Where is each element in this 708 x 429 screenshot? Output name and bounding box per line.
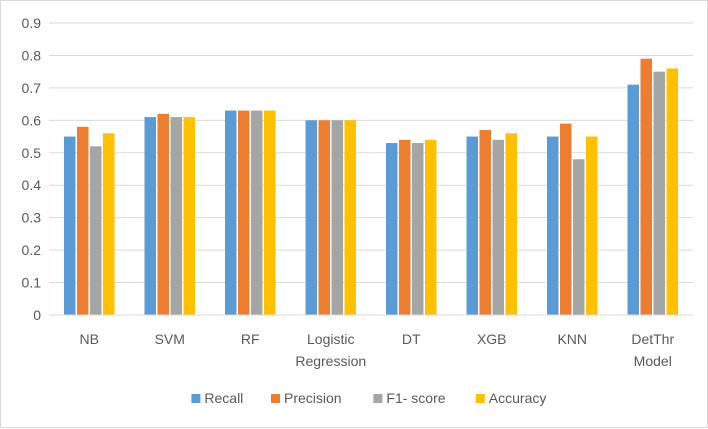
bar-precision-6 xyxy=(560,123,572,315)
legend-label-accuracy: Accuracy xyxy=(489,390,547,406)
x-category-label: Model xyxy=(634,353,672,369)
legend: Recall Precision F1- score Accuracy xyxy=(191,390,546,406)
y-tick-label: 0.1 xyxy=(22,275,42,291)
bar-precision-7 xyxy=(640,58,652,315)
bar-recall-2 xyxy=(225,110,237,315)
bar-precision-1 xyxy=(157,113,169,315)
bar-precision-5 xyxy=(479,130,491,315)
bar-recall-3 xyxy=(305,120,317,315)
bars xyxy=(64,58,678,316)
x-axis-labels: NB SVM RF Logistic Regression DT XGB KNN DetThr M… xyxy=(80,331,675,369)
bar-accuracy-3 xyxy=(344,120,356,315)
legend-swatch-precision xyxy=(271,394,280,403)
legend-swatch-recall xyxy=(191,394,201,403)
y-tick-label: 0.5 xyxy=(22,145,42,161)
bar-f1-score-4 xyxy=(412,143,424,315)
bar-f1-score-6 xyxy=(573,159,585,315)
y-tick-label: 0.9 xyxy=(22,15,42,31)
y-tick-label: 0.2 xyxy=(22,242,42,258)
bar-accuracy-2 xyxy=(264,110,276,315)
x-category-label: RF xyxy=(241,331,260,347)
bar-precision-2 xyxy=(238,110,250,315)
bar-accuracy-7 xyxy=(666,68,678,315)
y-tick-label: 0.3 xyxy=(22,210,42,226)
bar-f1-score-3 xyxy=(331,120,343,315)
legend-swatch-accuracy xyxy=(475,394,485,403)
legend-label-recall: Recall xyxy=(204,390,243,406)
bar-recall-7 xyxy=(627,84,639,316)
bar-accuracy-5 xyxy=(505,133,517,315)
x-category-label: KNN xyxy=(557,331,587,347)
bar-f1-score-2 xyxy=(251,110,263,315)
y-tick-label: 0.7 xyxy=(22,80,42,96)
bar-recall-4 xyxy=(386,143,398,315)
x-category-label: XGB xyxy=(477,331,507,347)
legend-label-precision: Precision xyxy=(284,390,342,406)
bar-f1-score-7 xyxy=(653,71,665,316)
bar-accuracy-6 xyxy=(586,136,598,315)
y-tick-label: 0.4 xyxy=(22,177,42,193)
bar-accuracy-0 xyxy=(103,133,115,315)
bar-f1-score-5 xyxy=(492,139,504,315)
bar-precision-3 xyxy=(318,120,330,315)
y-tick-label: 0.6 xyxy=(22,112,42,128)
bar-precision-0 xyxy=(77,126,89,315)
x-category-label: Logistic xyxy=(307,331,354,347)
bar-recall-6 xyxy=(547,136,559,315)
x-category-label: DetThr xyxy=(631,331,674,347)
y-tick-label: 0.8 xyxy=(22,47,42,63)
bar-recall-5 xyxy=(466,136,478,315)
grid-lines xyxy=(49,22,693,284)
x-category-label: Regression xyxy=(295,353,366,369)
y-tick-label: 0 xyxy=(33,307,41,323)
bar-precision-4 xyxy=(399,139,411,315)
x-category-label: NB xyxy=(80,331,99,347)
x-category-label: DT xyxy=(402,331,421,347)
legend-label-f1-score: F1- score xyxy=(386,390,445,406)
y-axis-ticks: 0 0.1 0.2 0.3 0.4 0.5 0.6 0.7 0.8 0.9 xyxy=(22,15,42,323)
bar-accuracy-1 xyxy=(183,117,195,315)
x-category-label: SVM xyxy=(155,331,185,347)
bar-f1-score-0 xyxy=(90,146,102,315)
bar-recall-0 xyxy=(64,136,76,315)
bar-recall-1 xyxy=(144,117,156,315)
legend-swatch-f1-score xyxy=(373,394,383,403)
bar-f1-score-1 xyxy=(170,117,182,315)
bar-accuracy-4 xyxy=(425,139,437,315)
